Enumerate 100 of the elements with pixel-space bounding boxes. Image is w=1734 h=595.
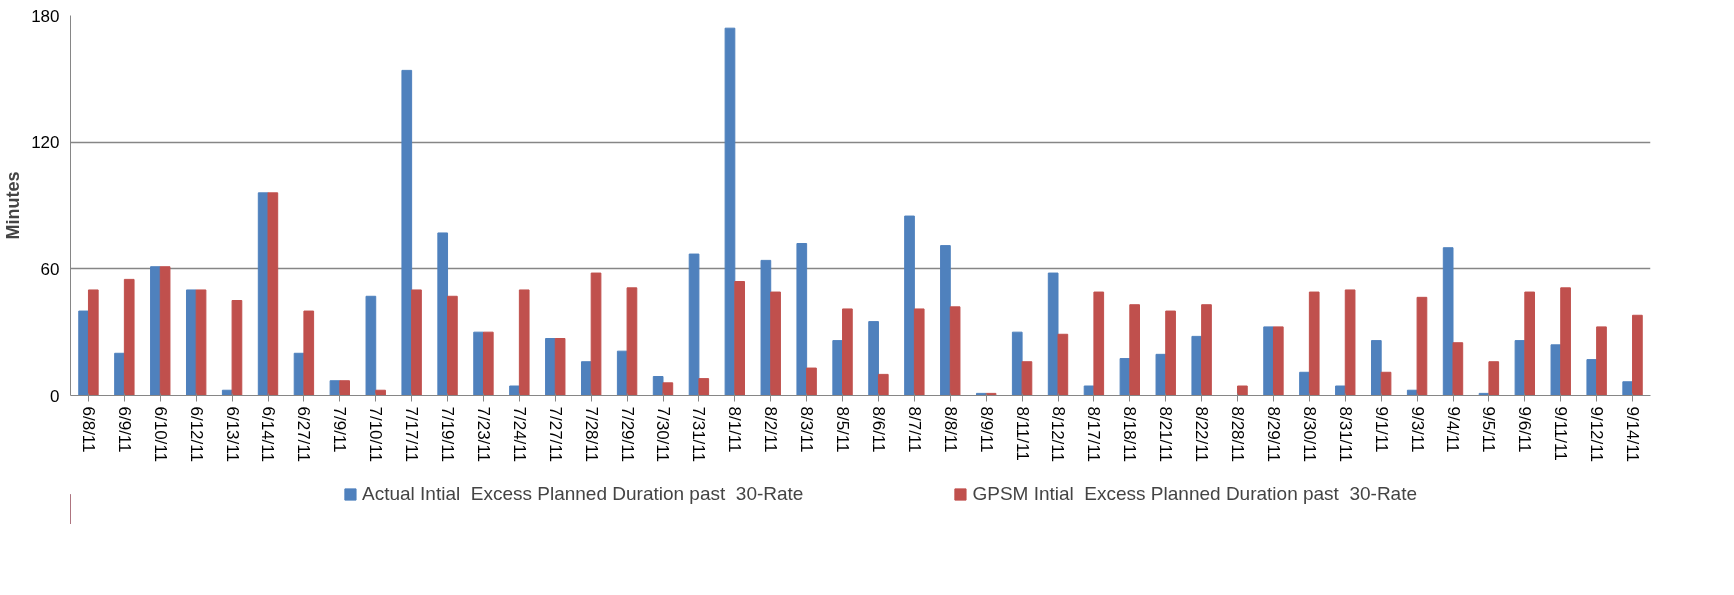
bar	[1201, 304, 1212, 396]
y-tick-label: 180	[31, 6, 60, 26]
y-tick-label: 0	[50, 386, 60, 406]
x-tick-label: 8/18/11	[1120, 406, 1140, 462]
x-tick-label: 8/21/11	[1156, 406, 1176, 462]
x-tick-label: 6/13/11	[222, 406, 242, 462]
bar	[473, 331, 484, 396]
x-tick-label: 9/11/11	[1551, 406, 1571, 461]
x-tick-label: 6/14/11	[258, 406, 278, 462]
bar	[1299, 371, 1310, 396]
x-tick-label: 7/31/11	[689, 406, 709, 462]
bar	[185, 289, 197, 396]
y-tick-label: 60	[40, 259, 60, 279]
x-tick-label: 8/28/11	[1228, 406, 1248, 462]
bar	[1344, 289, 1356, 396]
bar	[1596, 326, 1607, 396]
x-tick-label: 7/9/11	[330, 406, 350, 453]
x-tick-label: 8/12/11	[1048, 406, 1068, 462]
bar	[1524, 291, 1536, 396]
bar	[303, 310, 315, 396]
bar	[1452, 342, 1464, 396]
bar	[949, 306, 961, 396]
x-tick-label: 8/2/11	[761, 406, 781, 453]
x-tick-label: 9/12/11	[1587, 406, 1607, 462]
x-tick-label: 7/27/11	[545, 406, 565, 462]
bar	[842, 308, 853, 396]
y-axis-title: Minutes	[3, 171, 24, 240]
bar	[482, 331, 494, 396]
x-tick-label: 9/14/11	[1623, 406, 1643, 462]
x-tick-label: 8/5/11	[833, 406, 853, 453]
bar	[796, 243, 808, 396]
bar	[1442, 247, 1454, 396]
x-tick-label: 7/24/11	[509, 406, 529, 462]
bar	[267, 192, 279, 396]
x-tick-label: 7/30/11	[653, 406, 673, 462]
bar	[1560, 287, 1571, 396]
y-tick-label: 120	[31, 133, 60, 153]
bar	[1047, 272, 1059, 396]
bar	[1370, 340, 1382, 396]
bar	[195, 289, 207, 396]
bar	[401, 69, 413, 396]
x-tick-label: 9/5/11	[1479, 406, 1499, 453]
bar	[518, 289, 530, 396]
bar	[365, 295, 377, 396]
bar	[545, 338, 556, 396]
bar	[339, 380, 351, 396]
x-tick-label: 8/9/11	[976, 406, 996, 453]
x-tick-label: 8/30/11	[1299, 406, 1319, 462]
bar	[688, 253, 700, 396]
bar	[87, 289, 99, 396]
bar	[1308, 291, 1320, 396]
x-tick-label: 8/29/11	[1263, 406, 1283, 462]
bar	[1093, 291, 1105, 396]
bar	[698, 378, 710, 396]
legend-label: Actual Intial Excess Planned Duration past 30-Rate	[361, 483, 804, 505]
bar	[1272, 326, 1284, 396]
x-tick-label: 7/29/11	[617, 406, 637, 462]
x-tick-label: 9/3/11	[1407, 406, 1427, 453]
bar	[1057, 333, 1069, 396]
bar	[1155, 353, 1167, 396]
bar	[1011, 331, 1023, 396]
bar	[724, 27, 736, 396]
bar	[1263, 326, 1274, 396]
x-tick-label: 7/17/11	[402, 406, 422, 462]
legend-label: GPSM Intial Excess Planned Duration past 30-Rate	[972, 483, 1418, 505]
x-tick-label: 8/22/11	[1192, 406, 1212, 462]
x-tick-label: 6/10/11	[150, 406, 170, 462]
bar	[1119, 358, 1131, 396]
bar	[832, 340, 844, 396]
x-tick-label: 8/6/11	[868, 406, 888, 453]
bar	[1191, 335, 1203, 396]
bar	[509, 385, 520, 396]
bar	[1335, 385, 1346, 396]
bar	[78, 310, 89, 396]
x-tick-label: 9/1/11	[1371, 406, 1391, 453]
bar	[580, 361, 592, 396]
bar	[1129, 304, 1141, 396]
bar	[554, 338, 566, 396]
bar	[1514, 340, 1526, 396]
bar	[1550, 344, 1562, 396]
bar	[1416, 296, 1428, 396]
bar	[1380, 371, 1392, 396]
bar	[1632, 314, 1643, 396]
bar	[662, 382, 674, 396]
bar	[329, 380, 341, 396]
x-tick-label: 7/10/11	[366, 406, 386, 462]
bar	[904, 215, 915, 396]
x-tick-label: 9/4/11	[1443, 406, 1463, 453]
bar	[760, 259, 772, 396]
bar	[626, 287, 638, 396]
bar	[1488, 361, 1500, 396]
x-tick-label: 8/31/11	[1335, 406, 1355, 462]
x-tick-label: 6/27/11	[294, 406, 314, 462]
bar	[877, 373, 889, 396]
bar	[159, 266, 171, 396]
x-tick-label: 7/28/11	[581, 406, 601, 462]
bar	[150, 266, 161, 396]
bar	[1021, 361, 1033, 396]
x-tick-label: 8/1/11	[725, 406, 745, 453]
bar	[913, 308, 925, 396]
